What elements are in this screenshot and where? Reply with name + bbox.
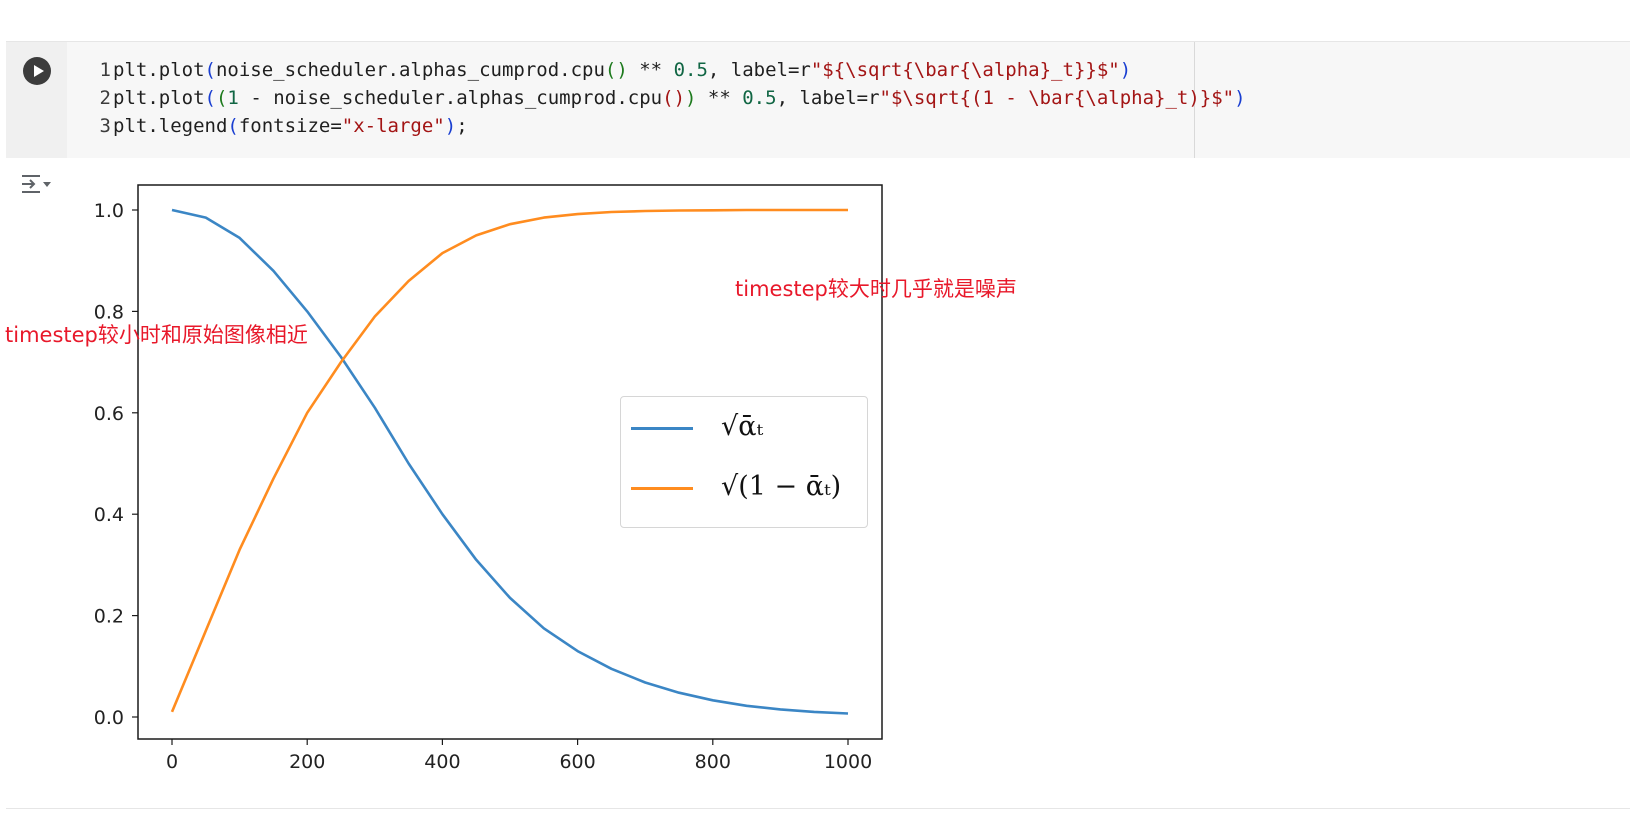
code-token: ( (204, 87, 216, 109)
code-token: () (662, 87, 686, 109)
line-number: 1 (99, 59, 111, 81)
output-collapse-button[interactable] (20, 172, 52, 198)
x-tick-label: 1000 (824, 751, 872, 773)
code-token: fontsize= (238, 115, 342, 137)
code-token: plt.plot (113, 59, 205, 81)
code-token: "${\sqrt{\bar{\alpha}_t}}$" (810, 59, 1120, 81)
y-tick-label: 1.0 (94, 200, 124, 222)
x-tick-label: 0 (166, 751, 178, 773)
code-token: plt.plot (113, 87, 205, 109)
annotation-small-timestep: timestep较小时和原始图像相近 (5, 323, 308, 347)
legend-item-sqrt-one-minus-alpha: √(1 − ᾱₜ) (631, 465, 861, 515)
y-tick-label: 0.4 (94, 504, 124, 526)
editor-ruler (1194, 42, 1195, 158)
x-tick-label: 800 (695, 751, 731, 773)
chart-legend: √ᾱₜ √(1 − ᾱₜ) (620, 396, 868, 528)
x-tick-label: 600 (559, 751, 595, 773)
code-token: ) (1119, 59, 1132, 81)
code-token: , label=r (707, 59, 811, 81)
code-line[interactable]: 2 plt.plot((1 - noise_scheduler.alphas_cu… (89, 84, 1246, 112)
code-token: ** (696, 87, 743, 109)
code-token: ( (204, 59, 216, 81)
code-token: () (604, 59, 628, 81)
x-tick-label: 400 (424, 751, 460, 773)
previous-cell-edge (0, 0, 1630, 10)
plot-frame (137, 184, 883, 740)
cell-gutter (6, 42, 67, 158)
code-token: 1 (227, 87, 239, 109)
code-token: "x-large" (341, 115, 445, 137)
code-token: 0.5 (742, 87, 777, 109)
legend-label: √ᾱₜ (721, 411, 764, 442)
play-icon (34, 65, 44, 77)
legend-item-sqrt-alpha: √ᾱₜ (631, 405, 861, 455)
y-tick-label: 0.8 (94, 301, 124, 323)
code-token: ** (627, 59, 674, 81)
code-token: plt.legend (113, 115, 228, 137)
code-editor[interactable]: 1 plt.plot(noise_scheduler.alphas_cumprod… (67, 42, 1630, 158)
y-tick-label: 0.2 (94, 606, 124, 628)
code-token: ( (215, 87, 228, 109)
code-token: "$\sqrt{(1 - \bar{\alpha}_t)}$" (879, 87, 1235, 109)
legend-swatch-orange (631, 487, 693, 490)
x-tick-label: 200 (289, 751, 325, 773)
code-token: , label=r (776, 87, 880, 109)
series-line-sqrt-one-minus-alpha (170, 208, 848, 713)
code-line[interactable]: 3 plt.legend(fontsize="x-large"); (89, 112, 468, 140)
legend-swatch-blue (631, 427, 693, 430)
series-line-sqrt-alpha (171, 208, 849, 715)
code-token: noise_scheduler.alphas_cumprod.cpu (215, 59, 605, 81)
code-line[interactable]: 1 plt.plot(noise_scheduler.alphas_cumprod… (89, 56, 1132, 84)
code-token: ( (227, 115, 239, 137)
line-number: 3 (99, 115, 111, 137)
output-collapse-icon (22, 175, 51, 193)
legend-label: √(1 − ᾱₜ) (721, 471, 842, 502)
code-cell: 1 plt.plot(noise_scheduler.alphas_cumprod… (6, 41, 1630, 809)
code-token: - noise_scheduler.alphas_cumprod.cpu (238, 87, 663, 109)
code-token: ) (444, 115, 457, 137)
y-tick-label: 0.6 (94, 403, 124, 425)
annotation-large-timestep: timestep较大时几乎就是噪声 (735, 277, 1017, 301)
code-token: ) (685, 87, 697, 109)
code-token: ; (456, 115, 468, 137)
code-token: 0.5 (673, 59, 708, 81)
line-number: 2 (99, 87, 111, 109)
y-tick-label: 0.0 (94, 707, 124, 729)
code-token: ) (1234, 87, 1246, 109)
run-cell-button[interactable] (23, 57, 51, 85)
